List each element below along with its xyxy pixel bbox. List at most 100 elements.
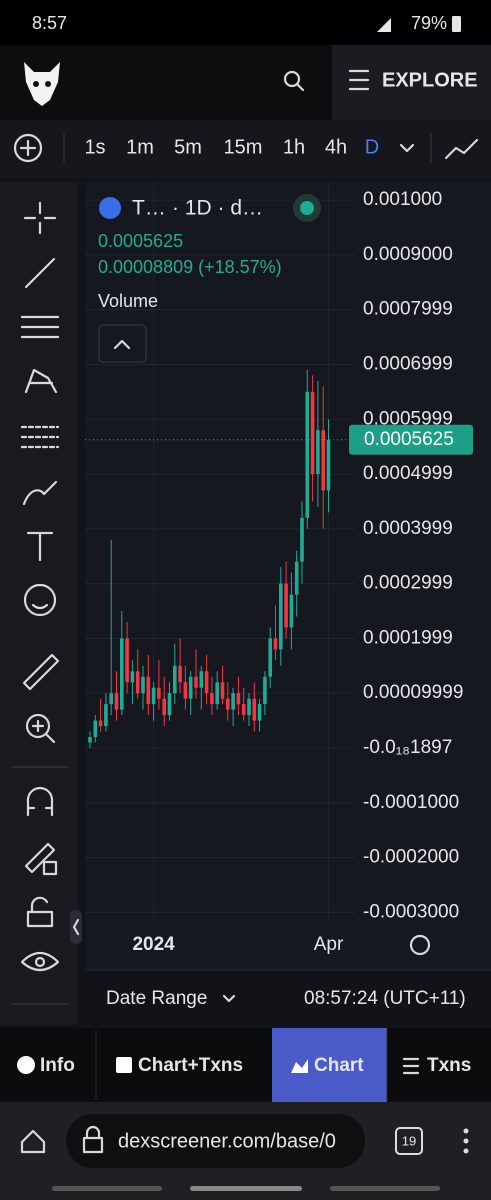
candle-body	[252, 698, 257, 721]
candle-body	[236, 693, 241, 705]
url[interactable]: dexscreener.com/base/0	[118, 1130, 336, 1152]
signal-icon	[377, 18, 391, 32]
menu-dot[interactable]	[463, 1128, 469, 1134]
x-tick-label: Apr	[314, 934, 344, 955]
candle-body	[135, 671, 140, 694]
tab-chart-txns[interactable]: Chart+Txns	[138, 1055, 243, 1076]
candle-body	[231, 693, 235, 710]
visibility-tool[interactable]	[20, 951, 60, 972]
collapse-sidebar[interactable]	[70, 910, 82, 944]
search-icon-handle	[295, 82, 305, 92]
add-indicator[interactable]	[13, 133, 43, 163]
tools	[12, 201, 68, 1005]
tool-sidebar	[0, 182, 78, 1025]
fib-tool[interactable]	[20, 315, 60, 339]
tab-chart[interactable]: Chart	[314, 1055, 364, 1076]
candle-body	[141, 676, 145, 694]
y-tick-label: -0.0001000	[363, 792, 459, 813]
search-icon[interactable]	[283, 70, 301, 88]
zoom-tool-plus	[31, 719, 56, 744]
symbol: T…	[132, 197, 166, 220]
candle-body	[194, 676, 198, 688]
clock: 08:57:24 (UTC+11)	[304, 988, 466, 1009]
candle-body	[104, 704, 108, 727]
y-tick-label: -0.0₁₈1897	[363, 737, 452, 758]
emoji-tool[interactable]	[23, 583, 57, 617]
prediction-tool[interactable]	[20, 425, 60, 449]
unlock-tool[interactable]	[26, 896, 54, 928]
emoji-smile	[31, 603, 49, 610]
trendline-tool[interactable]	[24, 257, 56, 289]
url-field[interactable]	[66, 1114, 365, 1168]
candle-body	[279, 583, 283, 650]
logo-eye	[45, 81, 51, 87]
candle-body	[125, 638, 129, 683]
explore-label[interactable]: EXPLORE	[382, 69, 478, 91]
pattern-tool[interactable]	[24, 368, 58, 394]
interval-dropdown[interactable]	[399, 143, 415, 153]
candle-body	[284, 583, 288, 628]
plot-area	[85, 182, 491, 970]
interval-info: · 1D · d…	[172, 197, 263, 220]
candle-body	[157, 687, 161, 699]
interval[interactable]: 1h	[283, 136, 305, 158]
y-tick-label: 0.0004999	[363, 463, 453, 484]
magnet-tool[interactable]	[26, 786, 54, 817]
candle-body	[294, 561, 299, 595]
interval[interactable]: 5m	[174, 136, 202, 158]
crosshair-tool[interactable]	[23, 201, 57, 235]
legend-change: 0.00008809 (+18.57%)	[98, 257, 282, 277]
candle-body	[199, 671, 204, 688]
collapse-legend[interactable]	[98, 324, 147, 363]
y-tick-label: 0.0002999	[363, 573, 453, 594]
chart-settings[interactable]	[409, 934, 431, 956]
ruler-tool[interactable]	[22, 653, 60, 691]
y-tick-label: 0.0003999	[363, 518, 453, 539]
chart-style[interactable]	[444, 138, 479, 160]
zoom-tool[interactable]	[25, 713, 51, 739]
brush-tool[interactable]	[22, 480, 58, 506]
y-tick-label: 0.001000	[363, 189, 442, 210]
collapse-legend-arrow	[113, 339, 131, 350]
interval[interactable]: D	[365, 136, 379, 158]
last-price-label: 0.0005625	[364, 429, 454, 450]
candle-body	[226, 698, 230, 710]
date-range[interactable]: Date Range	[106, 988, 207, 1009]
y-tick-label: 0.0001999	[363, 627, 453, 648]
interval[interactable]: 1s	[84, 136, 105, 158]
date-range-arrow	[222, 994, 236, 1003]
logo[interactable]	[24, 62, 60, 106]
candle-body	[162, 698, 166, 716]
candle-body	[188, 676, 193, 699]
interval[interactable]: 1m	[126, 136, 154, 158]
add-indicator-plus	[19, 139, 37, 157]
legend-price: 0.0005625	[98, 231, 183, 251]
text-tool[interactable]	[26, 531, 54, 562]
candle-body	[257, 704, 262, 721]
candle-body	[289, 594, 294, 628]
tab-txns[interactable]: Txns	[427, 1055, 471, 1076]
candle-body	[114, 693, 119, 710]
candle-body	[310, 391, 315, 475]
status-dot	[300, 201, 314, 215]
candle-body	[241, 704, 246, 716]
explore-button[interactable]	[332, 45, 491, 120]
candle-body	[300, 517, 304, 562]
candle-body	[151, 687, 156, 705]
interval[interactable]: 15m	[224, 136, 263, 158]
candle-body	[247, 698, 251, 716]
y-tick-label: 0.0009000	[363, 244, 453, 265]
menu-dot	[463, 1138, 469, 1144]
home-button[interactable]	[20, 1129, 46, 1154]
interval[interactable]: 4h	[325, 136, 347, 158]
active-tab[interactable]	[272, 1028, 387, 1102]
tabs-button[interactable]	[395, 1127, 423, 1155]
candle-body	[88, 737, 92, 743]
candle-body	[210, 693, 214, 705]
tab-info[interactable]: Info	[40, 1055, 75, 1076]
tab-count: 19	[402, 1133, 416, 1148]
nav-handle	[190, 1186, 302, 1191]
lock-drawings[interactable]	[24, 842, 58, 876]
